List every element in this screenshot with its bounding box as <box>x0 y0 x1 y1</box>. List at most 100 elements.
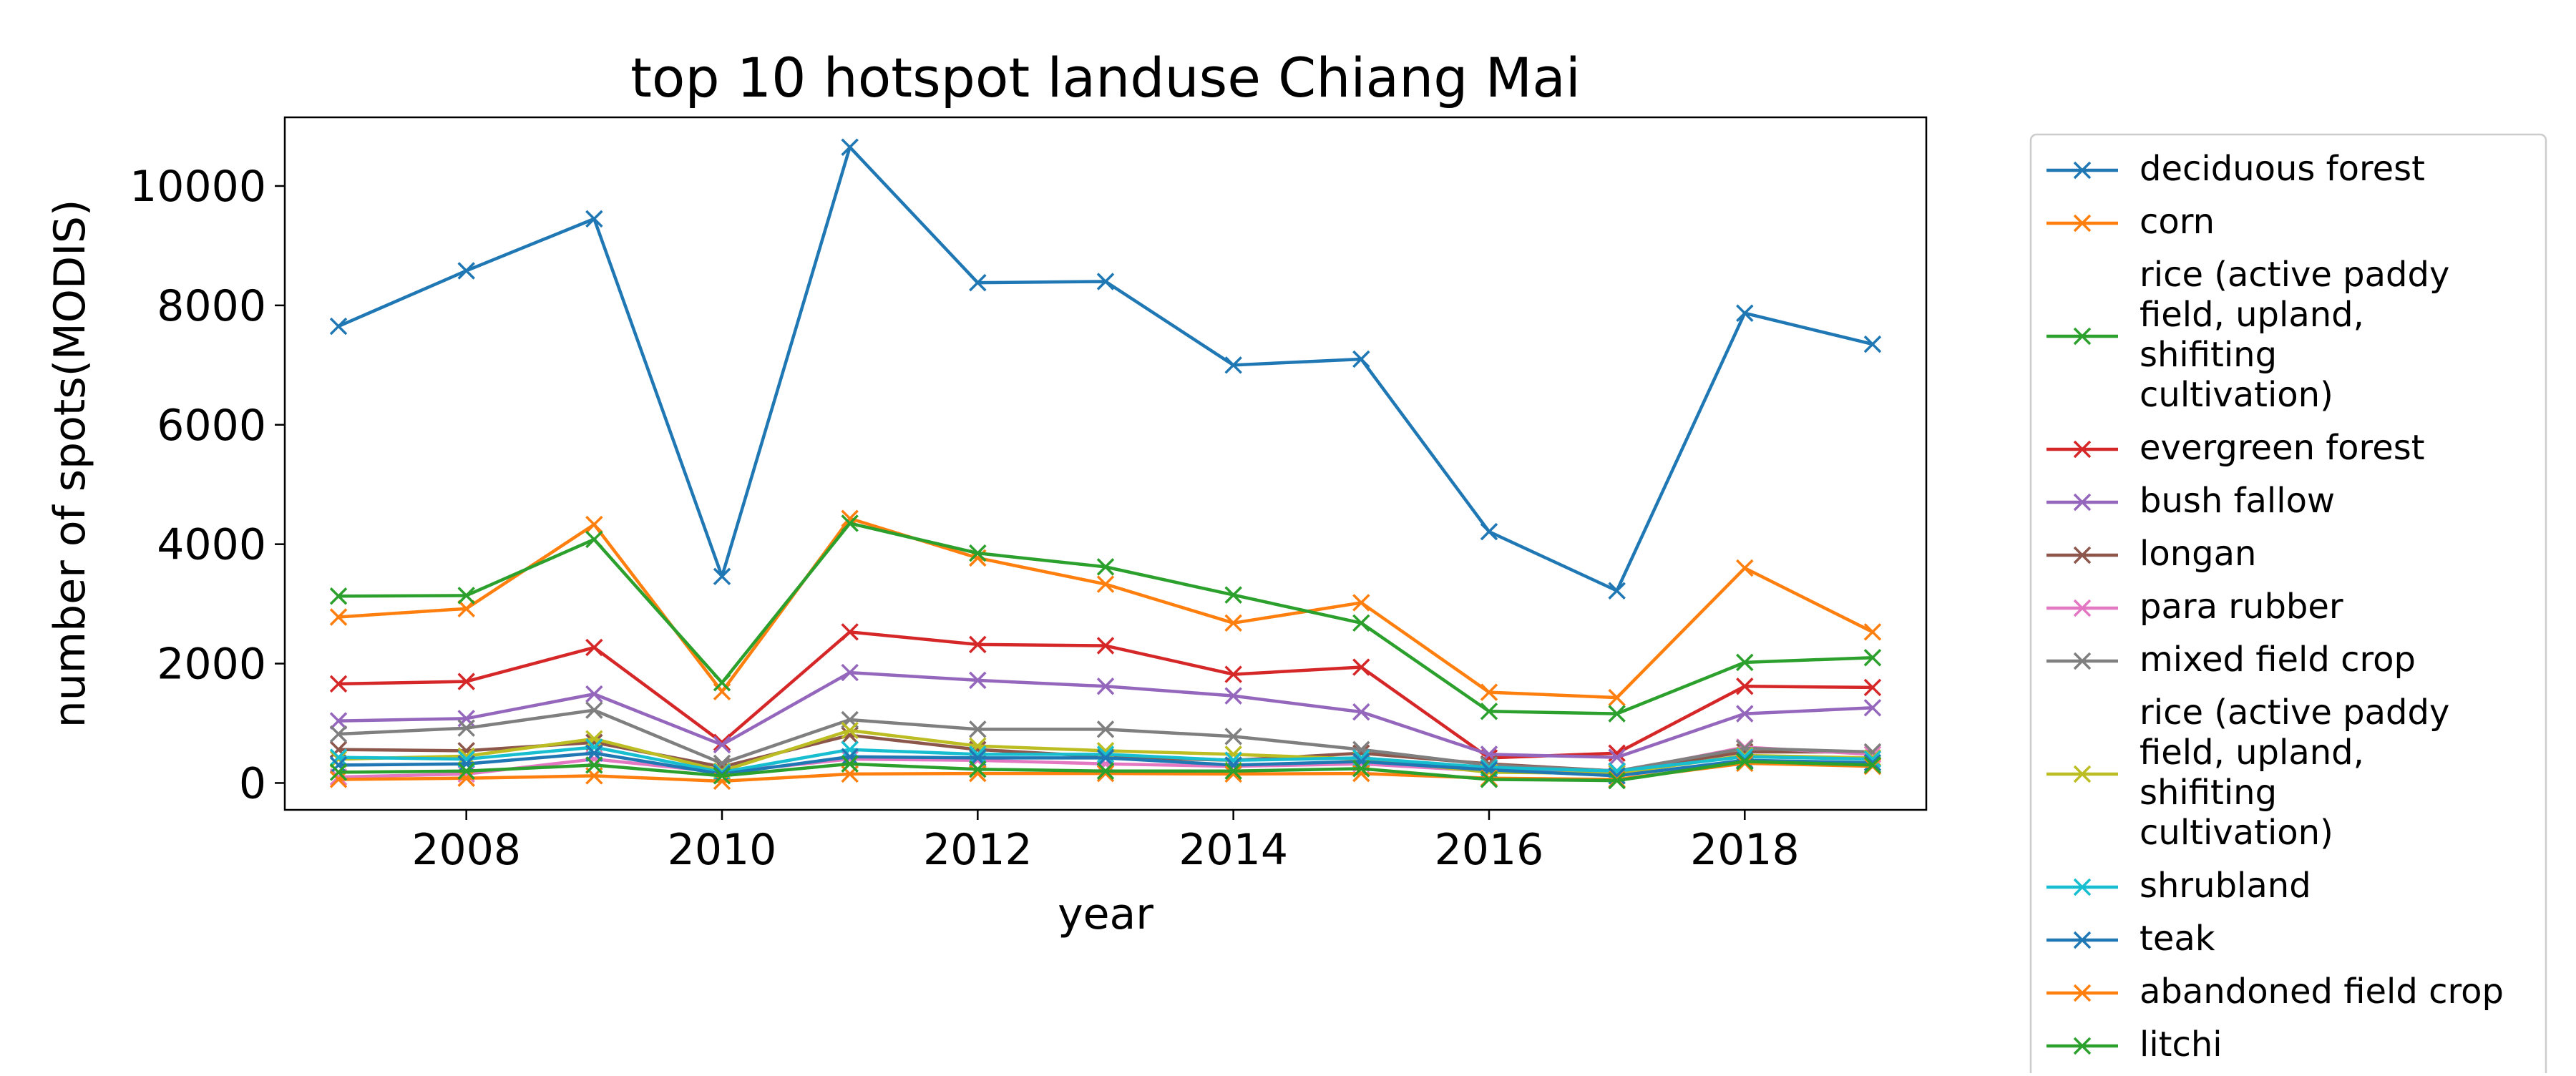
data-point <box>1608 771 1626 790</box>
legend-label: corn <box>2140 202 2215 242</box>
legend-marker <box>2073 765 2092 783</box>
data-point <box>457 747 475 766</box>
data-point <box>329 712 348 730</box>
data-point <box>1224 356 1242 374</box>
legend-marker <box>2073 327 2092 346</box>
data-point <box>1224 728 1242 745</box>
legend-marker <box>2073 1037 2092 1055</box>
data-point <box>1736 678 1754 695</box>
legend-label: bush fallow <box>2140 481 2335 521</box>
legend-label: shrubland <box>2140 866 2311 906</box>
legend-label: abandoned field crop <box>2140 972 2504 1012</box>
data-point <box>841 748 859 766</box>
legend-item: litchi <box>2046 1024 2223 1065</box>
x-axis-label: year <box>1058 889 1153 939</box>
y-tick-label: 4000 <box>157 520 266 570</box>
series-0 <box>329 138 1882 600</box>
data-point <box>1096 678 1115 695</box>
data-point <box>1352 350 1370 368</box>
data-point <box>713 765 731 783</box>
x-tick-label: 2008 <box>411 825 521 875</box>
data-point <box>1096 720 1115 738</box>
y-tick-label: 2000 <box>157 640 266 690</box>
data-point <box>1224 762 1242 780</box>
data-point <box>585 685 603 703</box>
legend-label: rice (active paddy field, upland, shifitin… <box>2140 255 2449 415</box>
data-point <box>457 769 475 788</box>
data-point <box>1224 687 1242 705</box>
data-point <box>1736 705 1754 723</box>
data-point <box>1863 335 1882 353</box>
chart-title: top 10 hotspot landuse Chiang Mai <box>630 46 1581 109</box>
data-point <box>1863 753 1882 772</box>
legend-marker <box>2073 984 2092 1002</box>
data-point <box>841 755 859 773</box>
legend-item: shrubland <box>2046 866 2311 906</box>
data-point <box>457 755 475 773</box>
x-tick-label: 2012 <box>923 825 1033 875</box>
data-point <box>969 544 987 562</box>
data-point <box>841 623 859 641</box>
data-point <box>585 530 603 549</box>
legend-item: evergreen forest <box>2046 428 2425 468</box>
legend-marker <box>2073 161 2092 180</box>
data-point <box>1608 705 1626 723</box>
data-point <box>1480 522 1498 541</box>
legend-label: deciduous forest <box>2140 149 2425 189</box>
data-point <box>1863 623 1882 641</box>
data-point <box>1480 683 1498 701</box>
legend: deciduous forest corn rice (active paddy fi… <box>2029 133 2547 1076</box>
series-4 <box>329 663 1882 766</box>
data-point <box>841 138 859 156</box>
data-point <box>457 719 475 737</box>
legend-label: mixed field crop <box>2140 640 2416 680</box>
data-point <box>841 514 859 532</box>
data-point <box>457 587 475 605</box>
series-12 <box>329 753 1882 790</box>
data-point <box>969 760 987 778</box>
data-point <box>1480 703 1498 720</box>
x-tick-label: 2010 <box>668 825 777 875</box>
data-point <box>329 748 348 766</box>
data-point <box>1863 678 1882 697</box>
data-point <box>1224 614 1242 632</box>
legend-marker <box>2073 546 2092 564</box>
data-point <box>841 663 859 682</box>
data-point <box>1096 575 1115 593</box>
data-point <box>329 725 348 743</box>
data-point <box>329 608 348 626</box>
data-point <box>1096 558 1115 576</box>
data-point <box>329 771 348 788</box>
legend-label: evergreen forest <box>2140 428 2425 468</box>
y-tick-label: 10000 <box>130 162 266 212</box>
data-point <box>585 210 603 228</box>
y-tick-label: 8000 <box>157 281 266 331</box>
data-point <box>1736 304 1754 322</box>
legend-item: rice (active paddy field, upland, shifitin… <box>2046 693 2449 853</box>
data-point <box>457 762 475 780</box>
data-point <box>329 317 348 336</box>
data-point <box>1224 665 1242 683</box>
legend-item: mixed field crop <box>2046 640 2416 680</box>
x-tick-label: 2018 <box>1690 825 1800 875</box>
data-point <box>713 735 731 754</box>
legend-label: para rubber <box>2140 587 2343 627</box>
legend-label: rice (active paddy field, upland, shifitin… <box>2140 693 2449 853</box>
legend-box <box>2029 133 2547 1076</box>
data-point <box>1863 756 1882 774</box>
legend-item: abandoned field crop <box>2046 972 2504 1012</box>
legend-item: rice (active paddy field, upland, shifitin… <box>2046 255 2449 415</box>
data-point <box>1096 749 1115 767</box>
data-point <box>969 745 987 763</box>
legend-marker <box>2073 599 2092 617</box>
legend-item: longan <box>2046 534 2256 574</box>
data-point <box>1224 765 1242 783</box>
data-point <box>1736 559 1754 577</box>
y-axis-label: number of spots(MODIS) <box>45 200 95 728</box>
legend-marker <box>2073 878 2092 896</box>
data-point <box>841 740 859 758</box>
data-point <box>1096 637 1115 655</box>
data-point <box>1736 753 1754 771</box>
